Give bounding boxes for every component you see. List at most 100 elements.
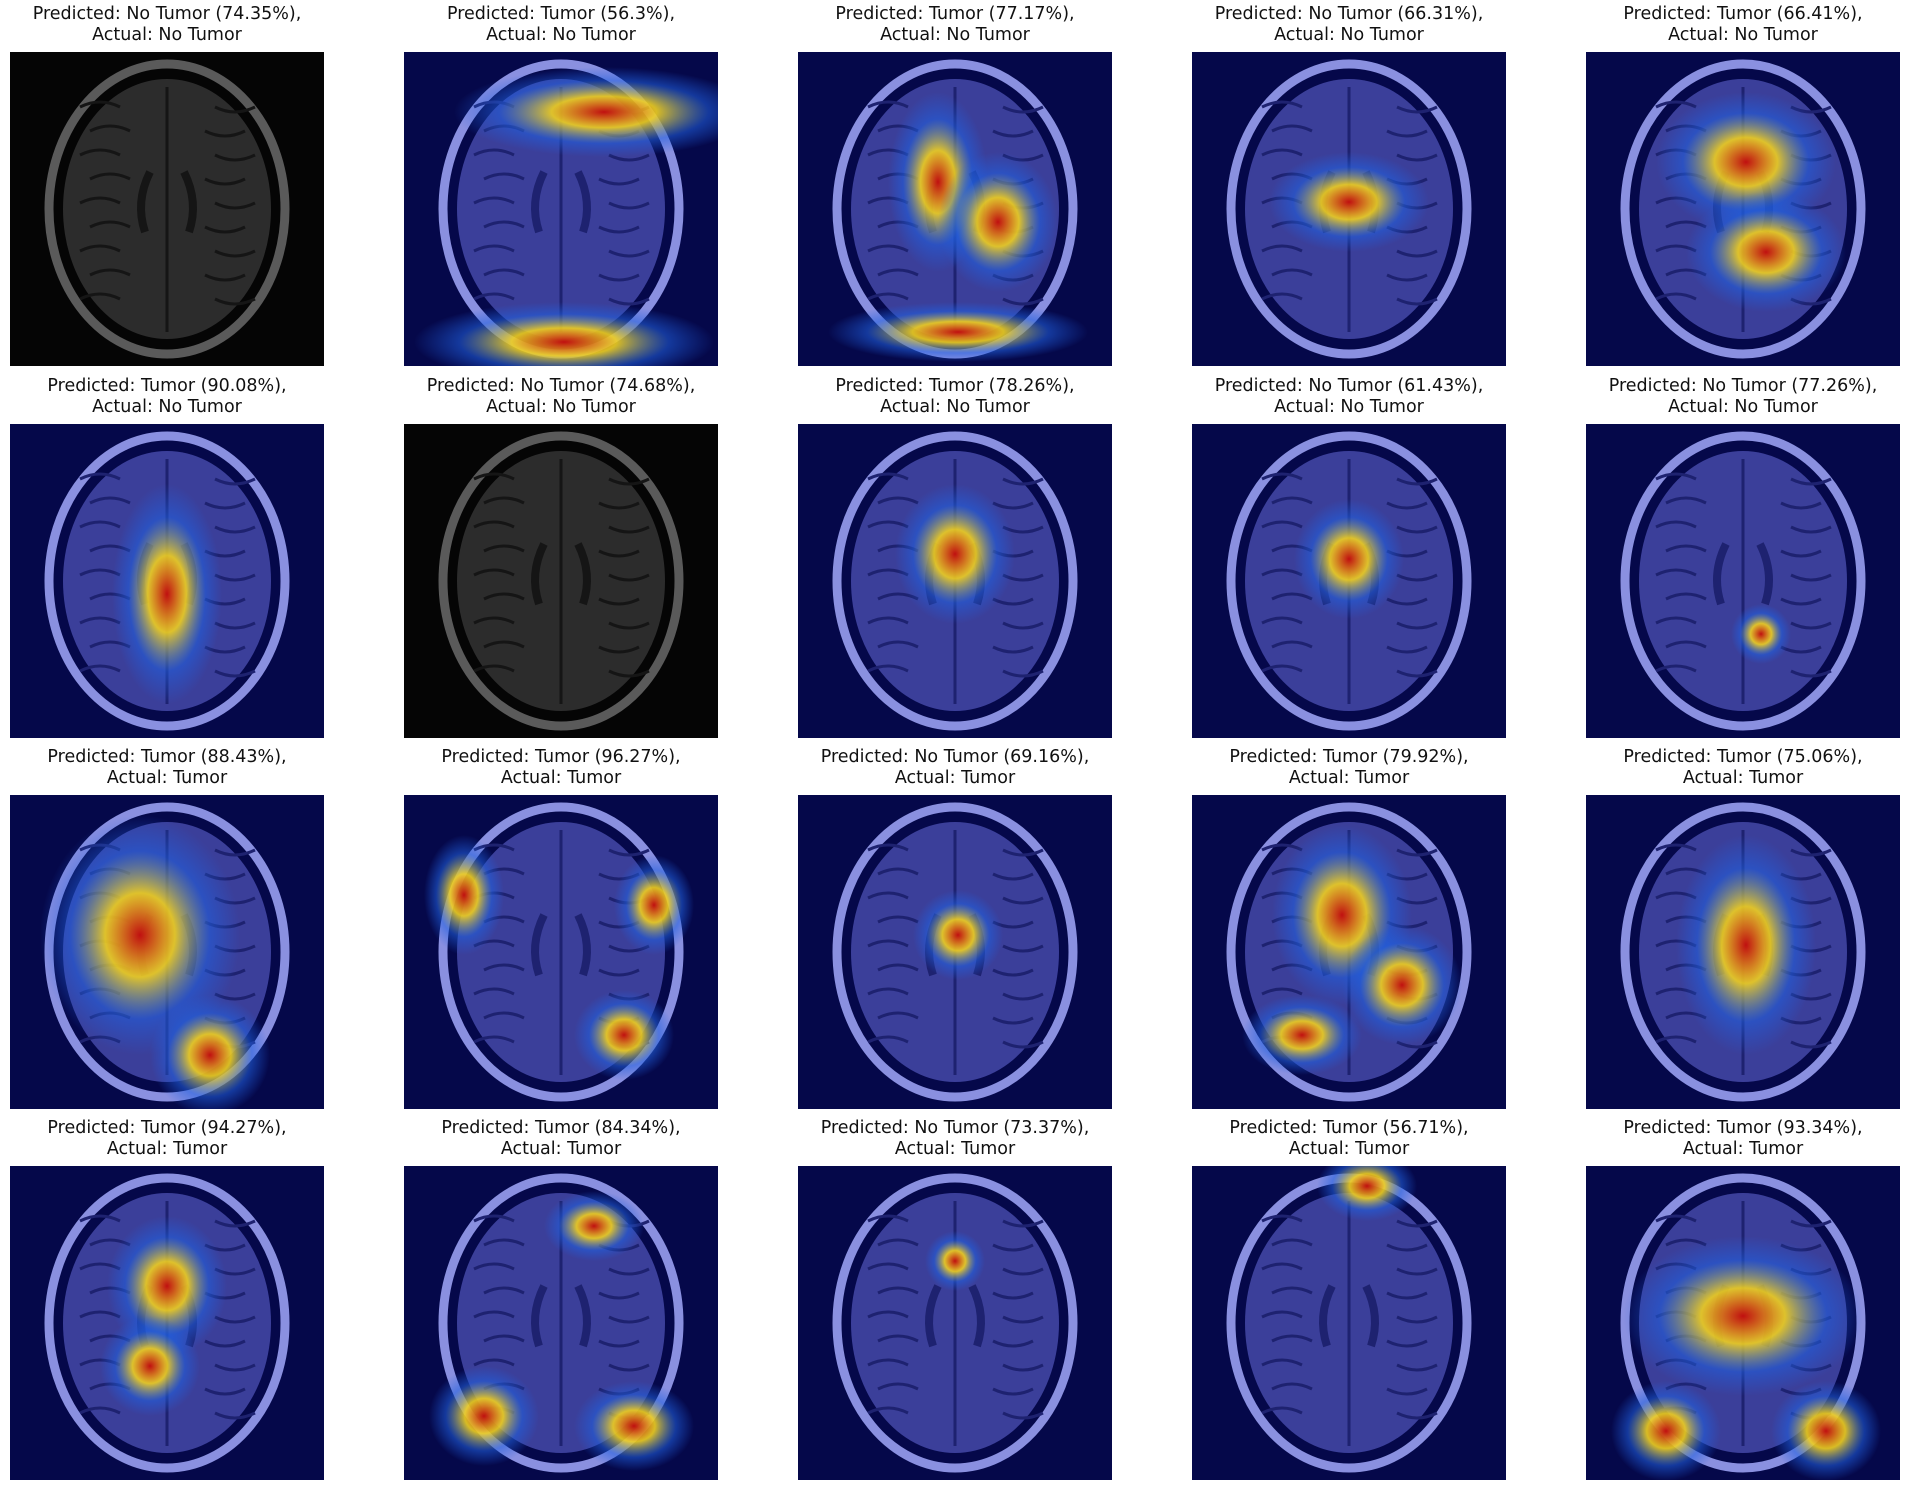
sulcus-line xyxy=(1271,1286,1428,1300)
gradcam-overlay-image xyxy=(1192,1166,1506,1480)
sulcus-line xyxy=(1261,244,1438,258)
sulcus-line xyxy=(473,664,650,678)
sulcus-line xyxy=(1261,616,1438,630)
mri-image xyxy=(798,52,1112,366)
gradcam-heat-blob xyxy=(938,152,1058,292)
gradcam-overlay-image xyxy=(404,424,718,738)
sulcus-line xyxy=(1261,1406,1438,1420)
sulcus-line xyxy=(89,172,246,186)
sulcus-line xyxy=(877,1382,1034,1396)
sulcus-line xyxy=(1261,1214,1438,1228)
skull-outline xyxy=(438,802,684,1102)
sulcus-line xyxy=(1655,664,1832,678)
actual-label: Actual: No Tumor xyxy=(880,397,1030,417)
sulcus-line xyxy=(1261,1262,1438,1276)
gradcam-heat-blob xyxy=(544,1191,644,1261)
actual-label: Actual: No Tumor xyxy=(486,397,636,417)
sulcus-line xyxy=(473,196,650,210)
gradcam-overlay-image xyxy=(10,1166,324,1480)
panel-caption: Predicted: No Tumor (77.26%), Actual: No … xyxy=(1546,376,1908,422)
sulcus-line xyxy=(79,472,256,486)
sulcus-line xyxy=(79,244,256,258)
gradcam-heat-blob xyxy=(1676,835,1816,1055)
sulcus-line xyxy=(483,172,640,186)
panel-caption: Predicted: Tumor (88.43%), Actual: Tumor xyxy=(0,747,364,793)
gradcam-heat-blob xyxy=(828,302,1088,362)
panel-caption: Predicted: No Tumor (73.37%), Actual: Tum… xyxy=(758,1118,1152,1164)
mri-image xyxy=(404,424,718,738)
predicted-label: Predicted: Tumor (77.17%), xyxy=(835,4,1075,24)
sulcus-line xyxy=(89,220,246,234)
gradcam-heat-blob xyxy=(424,835,504,955)
skull-outline xyxy=(44,1173,290,1473)
ventricles xyxy=(1319,1284,1379,1348)
actual-label: Actual: Tumor xyxy=(106,768,228,788)
sulcus-line xyxy=(483,592,640,606)
gradcam-heat-blob xyxy=(1611,1381,1721,1480)
gradcam-overlay-image xyxy=(10,52,324,366)
sulcus-line xyxy=(473,568,650,582)
actual-label: Actual: Tumor xyxy=(894,768,1016,788)
panel-caption: Predicted: Tumor (75.06%), Actual: Tumor xyxy=(1546,747,1908,793)
sulcus-line xyxy=(473,1262,650,1276)
gradcam-overlay-image xyxy=(1586,52,1900,366)
gradcam-heat-blob xyxy=(574,1381,694,1471)
sulcus-line xyxy=(867,1262,1044,1276)
sulcus-line xyxy=(473,244,650,258)
gradcam-overlay-image xyxy=(10,424,324,738)
sulcus-line xyxy=(867,292,1044,306)
sulcus-line xyxy=(1261,292,1438,306)
sulcus-line xyxy=(867,1310,1044,1324)
mri-image xyxy=(1192,795,1506,1109)
predicted-label: Predicted: Tumor (78.26%), xyxy=(835,376,1075,396)
ventricles xyxy=(531,542,591,606)
sulcus-line xyxy=(867,939,1044,953)
mri-image xyxy=(798,424,1112,738)
panel-caption: Predicted: Tumor (56.71%), Actual: Tumor xyxy=(1152,1118,1546,1164)
sulcus-line xyxy=(79,100,256,114)
actual-label: Actual: No Tumor xyxy=(880,25,1030,45)
sulcus-line xyxy=(1655,520,1832,534)
sulcus-line xyxy=(1655,616,1832,630)
sulcus-line xyxy=(79,520,256,534)
actual-label: Actual: Tumor xyxy=(500,768,622,788)
sulcus-line xyxy=(1271,640,1428,654)
skull-outline xyxy=(1620,431,1866,731)
gradcam-overlay-image xyxy=(1586,795,1900,1109)
predicted-label: Predicted: No Tumor (74.68%), xyxy=(426,376,696,396)
skull-outline xyxy=(832,802,1078,1102)
actual-label: Actual: Tumor xyxy=(106,1139,228,1159)
sulcus-line xyxy=(473,1310,650,1324)
skull-outline xyxy=(1620,59,1866,359)
ventricles xyxy=(531,170,591,234)
ventricles xyxy=(531,913,591,977)
predicted-label: Predicted: Tumor (79.92%), xyxy=(1229,747,1469,767)
panel-caption: Predicted: No Tumor (74.68%), Actual: No … xyxy=(364,376,758,422)
sulcus-line xyxy=(483,496,640,510)
sulcus-line xyxy=(1271,124,1428,138)
mri-image xyxy=(10,795,324,1109)
gradcam-heat-blob xyxy=(40,815,240,1055)
gradcam-heat-blob xyxy=(895,484,1015,624)
mri-image xyxy=(1586,795,1900,1109)
sulcus-line xyxy=(89,268,246,282)
sulcus-line xyxy=(89,496,246,510)
mri-image xyxy=(798,1166,1112,1480)
skull-outline xyxy=(1226,59,1472,359)
sulcus-line xyxy=(1665,496,1822,510)
predicted-label: Predicted: Tumor (93.34%), xyxy=(1623,1118,1863,1138)
actual-label: Actual: Tumor xyxy=(1682,1139,1804,1159)
gradcam-heat-blob xyxy=(100,1316,200,1416)
skull-outline xyxy=(44,431,290,731)
gradcam-overlay-image xyxy=(404,1166,718,1480)
gradcam-heat-blob xyxy=(429,1366,539,1466)
sulcus-line xyxy=(1655,1035,1832,1049)
sulcus-line xyxy=(877,1286,1034,1300)
mri-image xyxy=(798,795,1112,1109)
panel-caption: Predicted: Tumor (96.27%), Actual: Tumor xyxy=(364,747,758,793)
skull-outline xyxy=(832,1173,1078,1473)
gradcam-heat-blob xyxy=(414,302,714,366)
gradcam-heat-blob xyxy=(150,995,270,1109)
predicted-label: Predicted: Tumor (66.41%), xyxy=(1623,4,1863,24)
sulcus-line xyxy=(1655,568,1832,582)
